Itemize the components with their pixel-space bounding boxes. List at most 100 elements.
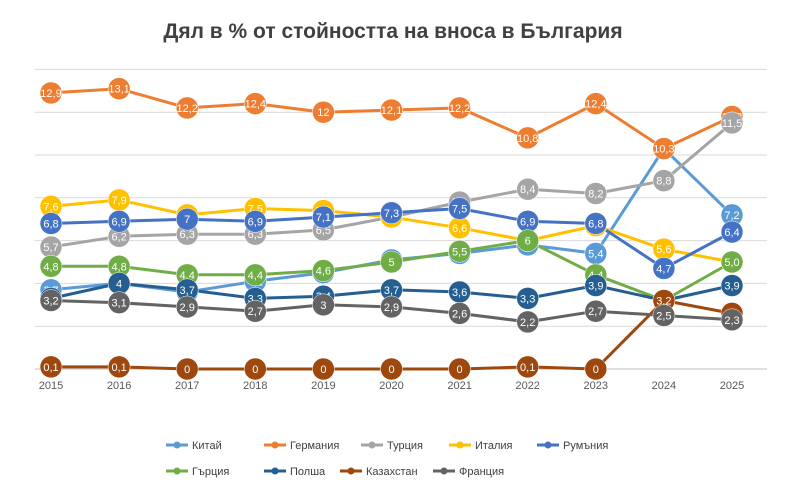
data-point: 2,3	[720, 308, 744, 332]
data-label: 5,7	[43, 242, 58, 254]
data-point: 2,5	[652, 304, 676, 327]
x-tick-label: 2017	[175, 380, 199, 392]
legend-item-румъния[interactable]: Румъния	[537, 440, 608, 452]
legend-marker	[271, 467, 279, 475]
legend-label: Гърция	[192, 466, 229, 478]
data-label: 4,4	[180, 270, 195, 282]
data-label: 2,7	[588, 306, 603, 318]
data-label: 4,8	[111, 261, 126, 273]
legend-item-германия[interactable]: Германия	[264, 440, 339, 452]
data-marker	[584, 212, 608, 235]
data-label: 7,3	[384, 208, 399, 220]
data-label: 3,9	[588, 281, 603, 293]
data-marker	[720, 308, 744, 332]
data-point: 0	[175, 357, 199, 381]
data-label: 2,6	[452, 308, 467, 320]
data-marker	[584, 92, 608, 115]
data-marker	[244, 357, 267, 381]
data-label: 12,4	[245, 99, 266, 111]
data-point: 4,7	[652, 257, 676, 280]
data-point: 0	[380, 357, 403, 381]
data-marker	[39, 212, 63, 235]
data-label: 4	[116, 278, 122, 290]
data-marker	[244, 92, 267, 115]
data-label: 6,8	[43, 218, 58, 230]
data-label: 2,7	[248, 306, 263, 318]
legend-item-казахстан[interactable]: Казахстан	[340, 466, 418, 478]
data-marker	[175, 357, 199, 381]
data-point: 4,8	[39, 255, 63, 278]
data-label: 2,9	[384, 302, 399, 314]
data-marker	[380, 295, 403, 319]
data-point: 2,7	[584, 299, 608, 323]
legend-marker	[440, 467, 448, 475]
data-label: 0	[388, 364, 394, 376]
x-tick-label: 2021	[447, 380, 471, 392]
data-marker	[652, 169, 676, 192]
data-point: 2,2	[516, 310, 539, 334]
data-marker	[175, 96, 199, 120]
data-label: 12,9	[40, 88, 61, 100]
data-label: 6,9	[520, 216, 535, 228]
data-label: 3,3	[520, 293, 535, 305]
x-tick-label: 2015	[39, 380, 63, 392]
data-label: 11,5	[722, 118, 743, 130]
data-marker	[516, 177, 539, 201]
data-label: 12	[317, 107, 329, 119]
data-marker	[312, 259, 335, 282]
data-point: 4,6	[312, 259, 335, 282]
data-label: 8,8	[656, 176, 671, 188]
data-point: 7,2	[720, 203, 744, 227]
data-marker	[39, 255, 63, 278]
data-point: 12,1	[380, 98, 403, 122]
data-label: 3,7	[180, 285, 195, 297]
data-point: 6,9	[107, 210, 131, 233]
data-point: 4	[107, 272, 131, 295]
data-point: 0	[584, 357, 608, 381]
data-label: 3,2	[43, 296, 58, 308]
legend-item-франция[interactable]: Франция	[433, 466, 504, 478]
data-label: 0,1	[520, 362, 535, 374]
legend-item-гърция[interactable]: Гърция	[166, 466, 229, 478]
data-label: 2,2	[520, 317, 535, 329]
data-marker	[584, 299, 608, 323]
legend-item-италия[interactable]: Италия	[449, 440, 513, 452]
data-marker	[516, 310, 539, 334]
legend-marker	[173, 441, 181, 449]
data-point: 7,6	[39, 195, 63, 218]
legend-marker	[173, 467, 181, 475]
legend-item-китай[interactable]: Китай	[166, 440, 222, 452]
data-point: 10,3	[652, 137, 676, 160]
data-marker	[380, 201, 403, 225]
data-point: 12	[312, 100, 335, 124]
data-marker	[584, 357, 608, 381]
data-marker	[380, 98, 403, 122]
data-marker	[107, 77, 131, 100]
data-label: 6,6	[452, 223, 467, 235]
data-marker	[720, 274, 744, 297]
legend-label: Франция	[459, 466, 504, 478]
data-marker	[516, 355, 539, 379]
data-label: 5,4	[588, 248, 603, 260]
data-label: 7,9	[111, 195, 126, 207]
data-marker	[448, 197, 471, 220]
data-marker	[312, 357, 335, 381]
series-lines	[49, 87, 734, 371]
data-marker	[652, 257, 676, 280]
data-point: 0	[244, 357, 267, 381]
data-point: 5,4	[584, 242, 608, 265]
data-label: 2,5	[656, 311, 671, 323]
data-point: 6,9	[516, 210, 539, 233]
data-marker	[652, 137, 676, 160]
legend-item-полша[interactable]: Полша	[264, 466, 326, 478]
x-tick-label: 2016	[107, 380, 131, 392]
data-label: 5,0	[724, 257, 739, 269]
x-tick-label: 2022	[515, 380, 539, 392]
chart-title: Дял в % от стойността на вноса в Българи…	[163, 20, 622, 43]
data-label: 5,5	[452, 246, 467, 258]
data-point: 12,9	[39, 81, 63, 105]
legend-label: Полша	[290, 466, 326, 478]
legend-item-турция[interactable]: Турция	[361, 440, 423, 452]
data-label: 7,6	[43, 201, 58, 213]
